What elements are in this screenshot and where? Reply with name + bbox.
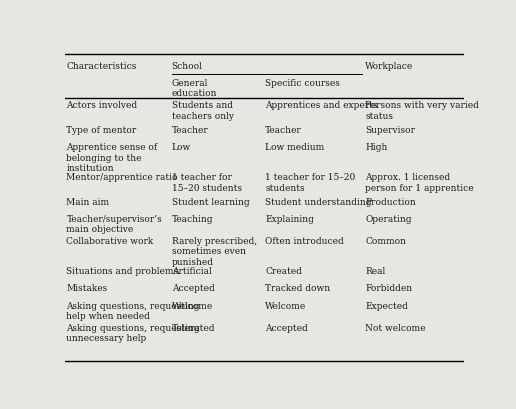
Text: Teacher: Teacher <box>172 126 208 135</box>
Text: Approx. 1 licensed
person for 1 apprentice: Approx. 1 licensed person for 1 apprenti… <box>365 173 474 193</box>
Text: Often introduced: Often introduced <box>265 237 344 246</box>
Text: Asking questions, requesting
unnecessary help: Asking questions, requesting unnecessary… <box>67 324 200 343</box>
Text: Supervisor: Supervisor <box>365 126 415 135</box>
Text: Expected: Expected <box>365 302 408 311</box>
Text: Forbidden: Forbidden <box>365 284 412 293</box>
Text: Characteristics: Characteristics <box>67 62 137 71</box>
Text: Apprentice sense of
belonging to the
institution: Apprentice sense of belonging to the ins… <box>67 143 157 173</box>
Text: Persons with very varied
status: Persons with very varied status <box>365 101 479 121</box>
Text: Main aim: Main aim <box>67 198 109 207</box>
Text: Low: Low <box>172 143 191 152</box>
Text: Type of mentor: Type of mentor <box>67 126 137 135</box>
Text: Teacher: Teacher <box>265 126 302 135</box>
Text: General
education: General education <box>172 79 217 99</box>
Text: Situations and problems: Situations and problems <box>67 267 179 276</box>
Text: Created: Created <box>265 267 302 276</box>
Text: Welcome: Welcome <box>265 302 307 311</box>
Text: Mentor/apprentice ratio: Mentor/apprentice ratio <box>67 173 178 182</box>
Text: 1 teacher for
15–20 students: 1 teacher for 15–20 students <box>172 173 241 193</box>
Text: 1 teacher for 15–20
students: 1 teacher for 15–20 students <box>265 173 356 193</box>
Text: Rarely prescribed,
sometimes even
punished: Rarely prescribed, sometimes even punish… <box>172 237 257 267</box>
Text: Specific courses: Specific courses <box>265 79 340 88</box>
Text: Low medium: Low medium <box>265 143 325 152</box>
Text: Production: Production <box>365 198 416 207</box>
Text: Mistakes: Mistakes <box>67 284 108 293</box>
Text: Artificial: Artificial <box>172 267 212 276</box>
Text: Student understanding: Student understanding <box>265 198 372 207</box>
Text: Explaining: Explaining <box>265 215 314 224</box>
Text: School: School <box>172 62 203 71</box>
Text: Student learning: Student learning <box>172 198 249 207</box>
Text: Operating: Operating <box>365 215 412 224</box>
Text: Workplace: Workplace <box>365 62 413 71</box>
Text: Accepted: Accepted <box>265 324 308 333</box>
Text: Students and
teachers only: Students and teachers only <box>172 101 234 121</box>
Text: Not welcome: Not welcome <box>365 324 426 333</box>
Text: Real: Real <box>365 267 385 276</box>
Text: Collaborative work: Collaborative work <box>67 237 154 246</box>
Text: Tolerated: Tolerated <box>172 324 215 333</box>
Text: Common: Common <box>365 237 406 246</box>
Text: High: High <box>365 143 388 152</box>
Text: Teaching: Teaching <box>172 215 213 224</box>
Text: Apprentices and experts: Apprentices and experts <box>265 101 378 110</box>
Text: Actors involved: Actors involved <box>67 101 138 110</box>
Text: Asking questions, requesting
help when needed: Asking questions, requesting help when n… <box>67 302 200 321</box>
Text: Welcome: Welcome <box>172 302 213 311</box>
Text: Tracked down: Tracked down <box>265 284 330 293</box>
Text: Accepted: Accepted <box>172 284 215 293</box>
Text: Teacher/supervisor’s
main objective: Teacher/supervisor’s main objective <box>67 215 162 234</box>
